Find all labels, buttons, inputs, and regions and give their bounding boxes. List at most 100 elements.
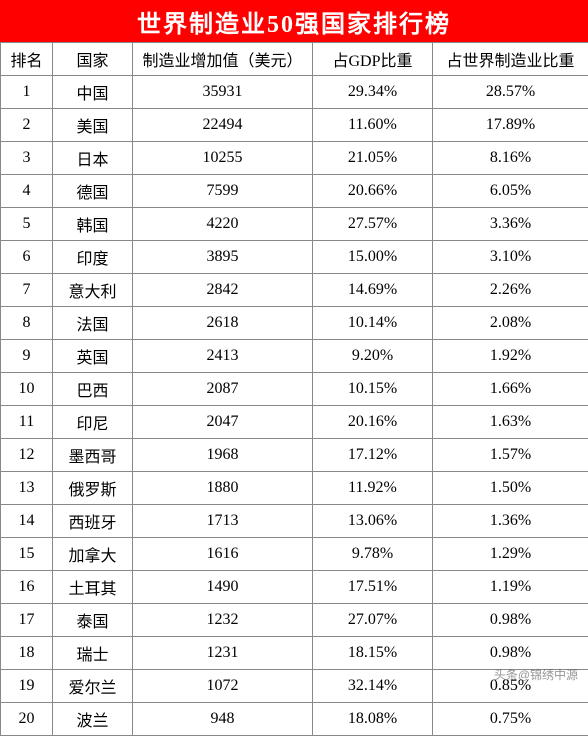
table-row: 15加拿大16169.78%1.29% xyxy=(1,538,588,571)
cell-world: 1.57% xyxy=(433,439,588,472)
cell-country: 墨西哥 xyxy=(53,439,133,472)
col-header-rank: 排名 xyxy=(1,43,53,76)
cell-gdp: 17.12% xyxy=(313,439,433,472)
cell-country: 德国 xyxy=(53,175,133,208)
cell-world: 1.19% xyxy=(433,571,588,604)
table-row: 5韩国422027.57%3.36% xyxy=(1,208,588,241)
cell-value: 1713 xyxy=(133,505,313,538)
cell-world: 1.63% xyxy=(433,406,588,439)
cell-gdp: 9.78% xyxy=(313,538,433,571)
cell-country: 俄罗斯 xyxy=(53,472,133,505)
cell-gdp: 14.69% xyxy=(313,274,433,307)
table-row: 2美国2249411.60%17.89% xyxy=(1,109,588,142)
cell-country: 美国 xyxy=(53,109,133,142)
cell-world: 3.36% xyxy=(433,208,588,241)
cell-country: 土耳其 xyxy=(53,571,133,604)
cell-gdp: 10.14% xyxy=(313,307,433,340)
watermark-text: 头条@锦绣中源 xyxy=(494,666,578,683)
col-header-country: 国家 xyxy=(53,43,133,76)
cell-value: 7599 xyxy=(133,175,313,208)
cell-rank: 15 xyxy=(1,538,53,571)
table-row: 8法国261810.14%2.08% xyxy=(1,307,588,340)
cell-value: 35931 xyxy=(133,76,313,109)
cell-gdp: 17.51% xyxy=(313,571,433,604)
cell-gdp: 27.57% xyxy=(313,208,433,241)
table-title: 世界制造业50强国家排行榜 xyxy=(0,0,588,42)
table-row: 16土耳其149017.51%1.19% xyxy=(1,571,588,604)
table-row: 14西班牙171313.06%1.36% xyxy=(1,505,588,538)
cell-value: 3895 xyxy=(133,241,313,274)
cell-world: 1.50% xyxy=(433,472,588,505)
cell-gdp: 18.15% xyxy=(313,637,433,670)
cell-rank: 19 xyxy=(1,670,53,703)
cell-value: 1616 xyxy=(133,538,313,571)
cell-rank: 4 xyxy=(1,175,53,208)
cell-rank: 3 xyxy=(1,142,53,175)
table-row: 6印度389515.00%3.10% xyxy=(1,241,588,274)
cell-country: 西班牙 xyxy=(53,505,133,538)
cell-world: 0.98% xyxy=(433,604,588,637)
cell-value: 2087 xyxy=(133,373,313,406)
cell-value: 22494 xyxy=(133,109,313,142)
cell-rank: 9 xyxy=(1,340,53,373)
cell-value: 10255 xyxy=(133,142,313,175)
cell-rank: 12 xyxy=(1,439,53,472)
cell-country: 英国 xyxy=(53,340,133,373)
table-container: 排名国家制造业增加值（美元）占GDP比重占世界制造业比重 1中国3593129.… xyxy=(0,42,588,736)
cell-value: 1968 xyxy=(133,439,313,472)
cell-country: 巴西 xyxy=(53,373,133,406)
cell-country: 加拿大 xyxy=(53,538,133,571)
cell-value: 1490 xyxy=(133,571,313,604)
cell-world: 1.29% xyxy=(433,538,588,571)
cell-rank: 2 xyxy=(1,109,53,142)
cell-rank: 16 xyxy=(1,571,53,604)
cell-rank: 10 xyxy=(1,373,53,406)
cell-country: 日本 xyxy=(53,142,133,175)
cell-rank: 6 xyxy=(1,241,53,274)
cell-country: 印尼 xyxy=(53,406,133,439)
table-row: 18瑞士123118.15%0.98% xyxy=(1,637,588,670)
cell-rank: 17 xyxy=(1,604,53,637)
cell-rank: 13 xyxy=(1,472,53,505)
cell-value: 1072 xyxy=(133,670,313,703)
cell-gdp: 20.66% xyxy=(313,175,433,208)
cell-gdp: 10.15% xyxy=(313,373,433,406)
cell-gdp: 11.92% xyxy=(313,472,433,505)
cell-value: 948 xyxy=(133,703,313,736)
cell-gdp: 9.20% xyxy=(313,340,433,373)
cell-rank: 7 xyxy=(1,274,53,307)
ranking-table: 排名国家制造业增加值（美元）占GDP比重占世界制造业比重 1中国3593129.… xyxy=(0,42,588,736)
cell-world: 6.05% xyxy=(433,175,588,208)
cell-world: 3.10% xyxy=(433,241,588,274)
cell-rank: 18 xyxy=(1,637,53,670)
col-header-gdp: 占GDP比重 xyxy=(313,43,433,76)
cell-country: 韩国 xyxy=(53,208,133,241)
cell-world: 0.75% xyxy=(433,703,588,736)
cell-world: 2.08% xyxy=(433,307,588,340)
cell-world: 17.89% xyxy=(433,109,588,142)
cell-gdp: 18.08% xyxy=(313,703,433,736)
cell-country: 爱尔兰 xyxy=(53,670,133,703)
cell-world: 1.66% xyxy=(433,373,588,406)
cell-country: 法国 xyxy=(53,307,133,340)
table-header: 排名国家制造业增加值（美元）占GDP比重占世界制造业比重 xyxy=(1,43,588,76)
cell-value: 1231 xyxy=(133,637,313,670)
col-header-world: 占世界制造业比重 xyxy=(433,43,588,76)
title-text: 世界制造业50强国家排行榜 xyxy=(137,4,451,39)
cell-world: 28.57% xyxy=(433,76,588,109)
table-row: 12墨西哥196817.12%1.57% xyxy=(1,439,588,472)
cell-world: 1.36% xyxy=(433,505,588,538)
cell-rank: 8 xyxy=(1,307,53,340)
cell-gdp: 15.00% xyxy=(313,241,433,274)
cell-rank: 5 xyxy=(1,208,53,241)
cell-country: 意大利 xyxy=(53,274,133,307)
cell-value: 2413 xyxy=(133,340,313,373)
cell-country: 瑞士 xyxy=(53,637,133,670)
cell-value: 4220 xyxy=(133,208,313,241)
cell-value: 2047 xyxy=(133,406,313,439)
cell-country: 印度 xyxy=(53,241,133,274)
cell-country: 波兰 xyxy=(53,703,133,736)
cell-value: 1880 xyxy=(133,472,313,505)
table-row: 20波兰94818.08%0.75% xyxy=(1,703,588,736)
cell-rank: 20 xyxy=(1,703,53,736)
